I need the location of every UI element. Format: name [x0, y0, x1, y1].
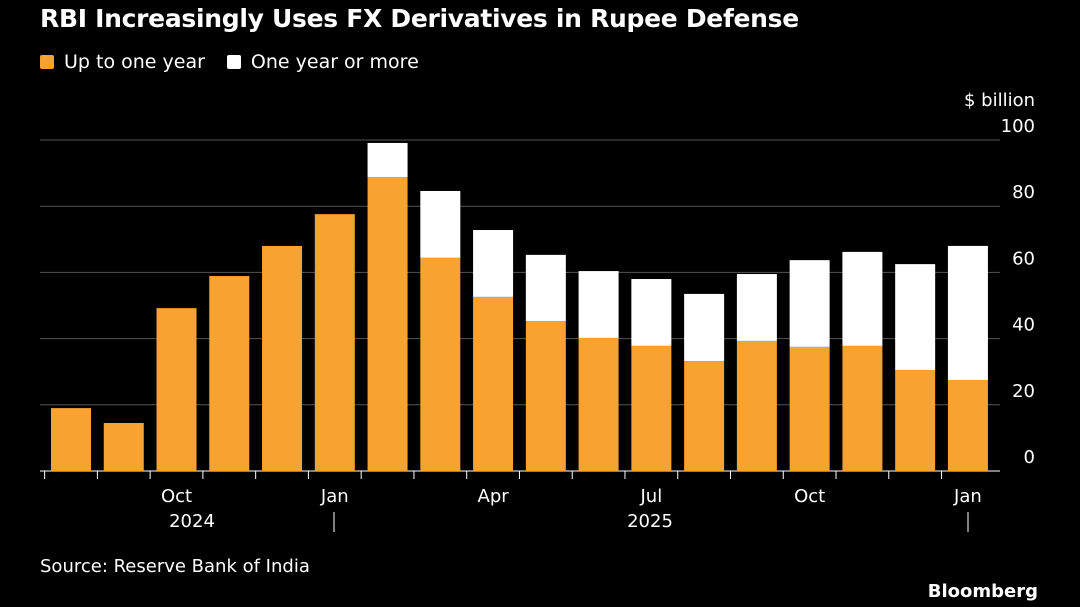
x-tick-label: Oct — [794, 486, 825, 507]
bar-short-term — [473, 296, 514, 471]
source-note: Source: Reserve Bank of India — [40, 556, 310, 577]
bar-long-term — [525, 254, 566, 322]
bar-short-term — [156, 308, 197, 471]
y-tick-label: 60 — [1012, 248, 1035, 269]
year-label-2024: 2024 — [169, 511, 215, 532]
bar-long-term — [578, 271, 619, 338]
x-tick-label: Oct — [161, 486, 192, 507]
x-tick-label: Jul — [640, 486, 663, 507]
bar-short-term — [578, 337, 619, 471]
bar-short-term — [420, 257, 461, 471]
bar-short-term — [684, 361, 725, 471]
bar-short-term — [367, 177, 408, 471]
bar-short-term — [209, 276, 250, 471]
legend-swatch-long — [226, 55, 241, 69]
x-tick-label: Jan — [320, 486, 349, 507]
bar-short-term — [947, 379, 988, 471]
bar-short-term — [51, 408, 91, 471]
bar-long-term — [684, 293, 725, 362]
bar-long-term — [947, 245, 988, 380]
bar-short-term — [631, 345, 672, 471]
y-tick-label: 80 — [1012, 182, 1035, 203]
bar-short-term — [103, 423, 144, 471]
y-tick-label: 0 — [1024, 447, 1035, 468]
bar-short-term — [842, 345, 883, 471]
bar-long-term — [631, 279, 672, 346]
legend-item-long: One year or more — [226, 51, 419, 73]
bar-long-term — [367, 142, 408, 178]
bar-long-term — [736, 274, 777, 341]
x-tick-label: Apr — [478, 486, 510, 507]
legend-item-short: Up to one year — [40, 51, 205, 73]
bar-long-term — [842, 251, 883, 346]
bloomberg-logo: Bloomberg — [927, 581, 1038, 602]
bar-short-term — [789, 346, 830, 471]
legend-swatch-short — [40, 55, 54, 69]
bar-short-term — [895, 370, 936, 471]
y-tick-label: 100 — [1001, 116, 1035, 137]
unit-label: $ billion — [964, 90, 1035, 111]
bar-long-term — [473, 230, 514, 297]
legend-label-long: One year or more — [250, 51, 419, 73]
y-tick-label: 20 — [1012, 381, 1035, 402]
x-tick-label: Jan — [953, 486, 982, 507]
bar-short-term — [314, 214, 355, 472]
year-label-2025: 2025 — [627, 511, 673, 532]
bar-short-term — [262, 245, 303, 471]
bar-long-term — [420, 190, 461, 258]
bar-short-term — [525, 321, 566, 471]
y-tick-label: 40 — [1012, 315, 1035, 336]
bar-long-term — [789, 260, 830, 347]
chart-title: RBI Increasingly Uses FX Derivatives in … — [40, 4, 799, 33]
legend-label-short: Up to one year — [64, 51, 205, 73]
bar-long-term — [895, 264, 936, 371]
bar-short-term — [736, 340, 777, 471]
legend: Up to one year One year or more — [40, 51, 419, 73]
